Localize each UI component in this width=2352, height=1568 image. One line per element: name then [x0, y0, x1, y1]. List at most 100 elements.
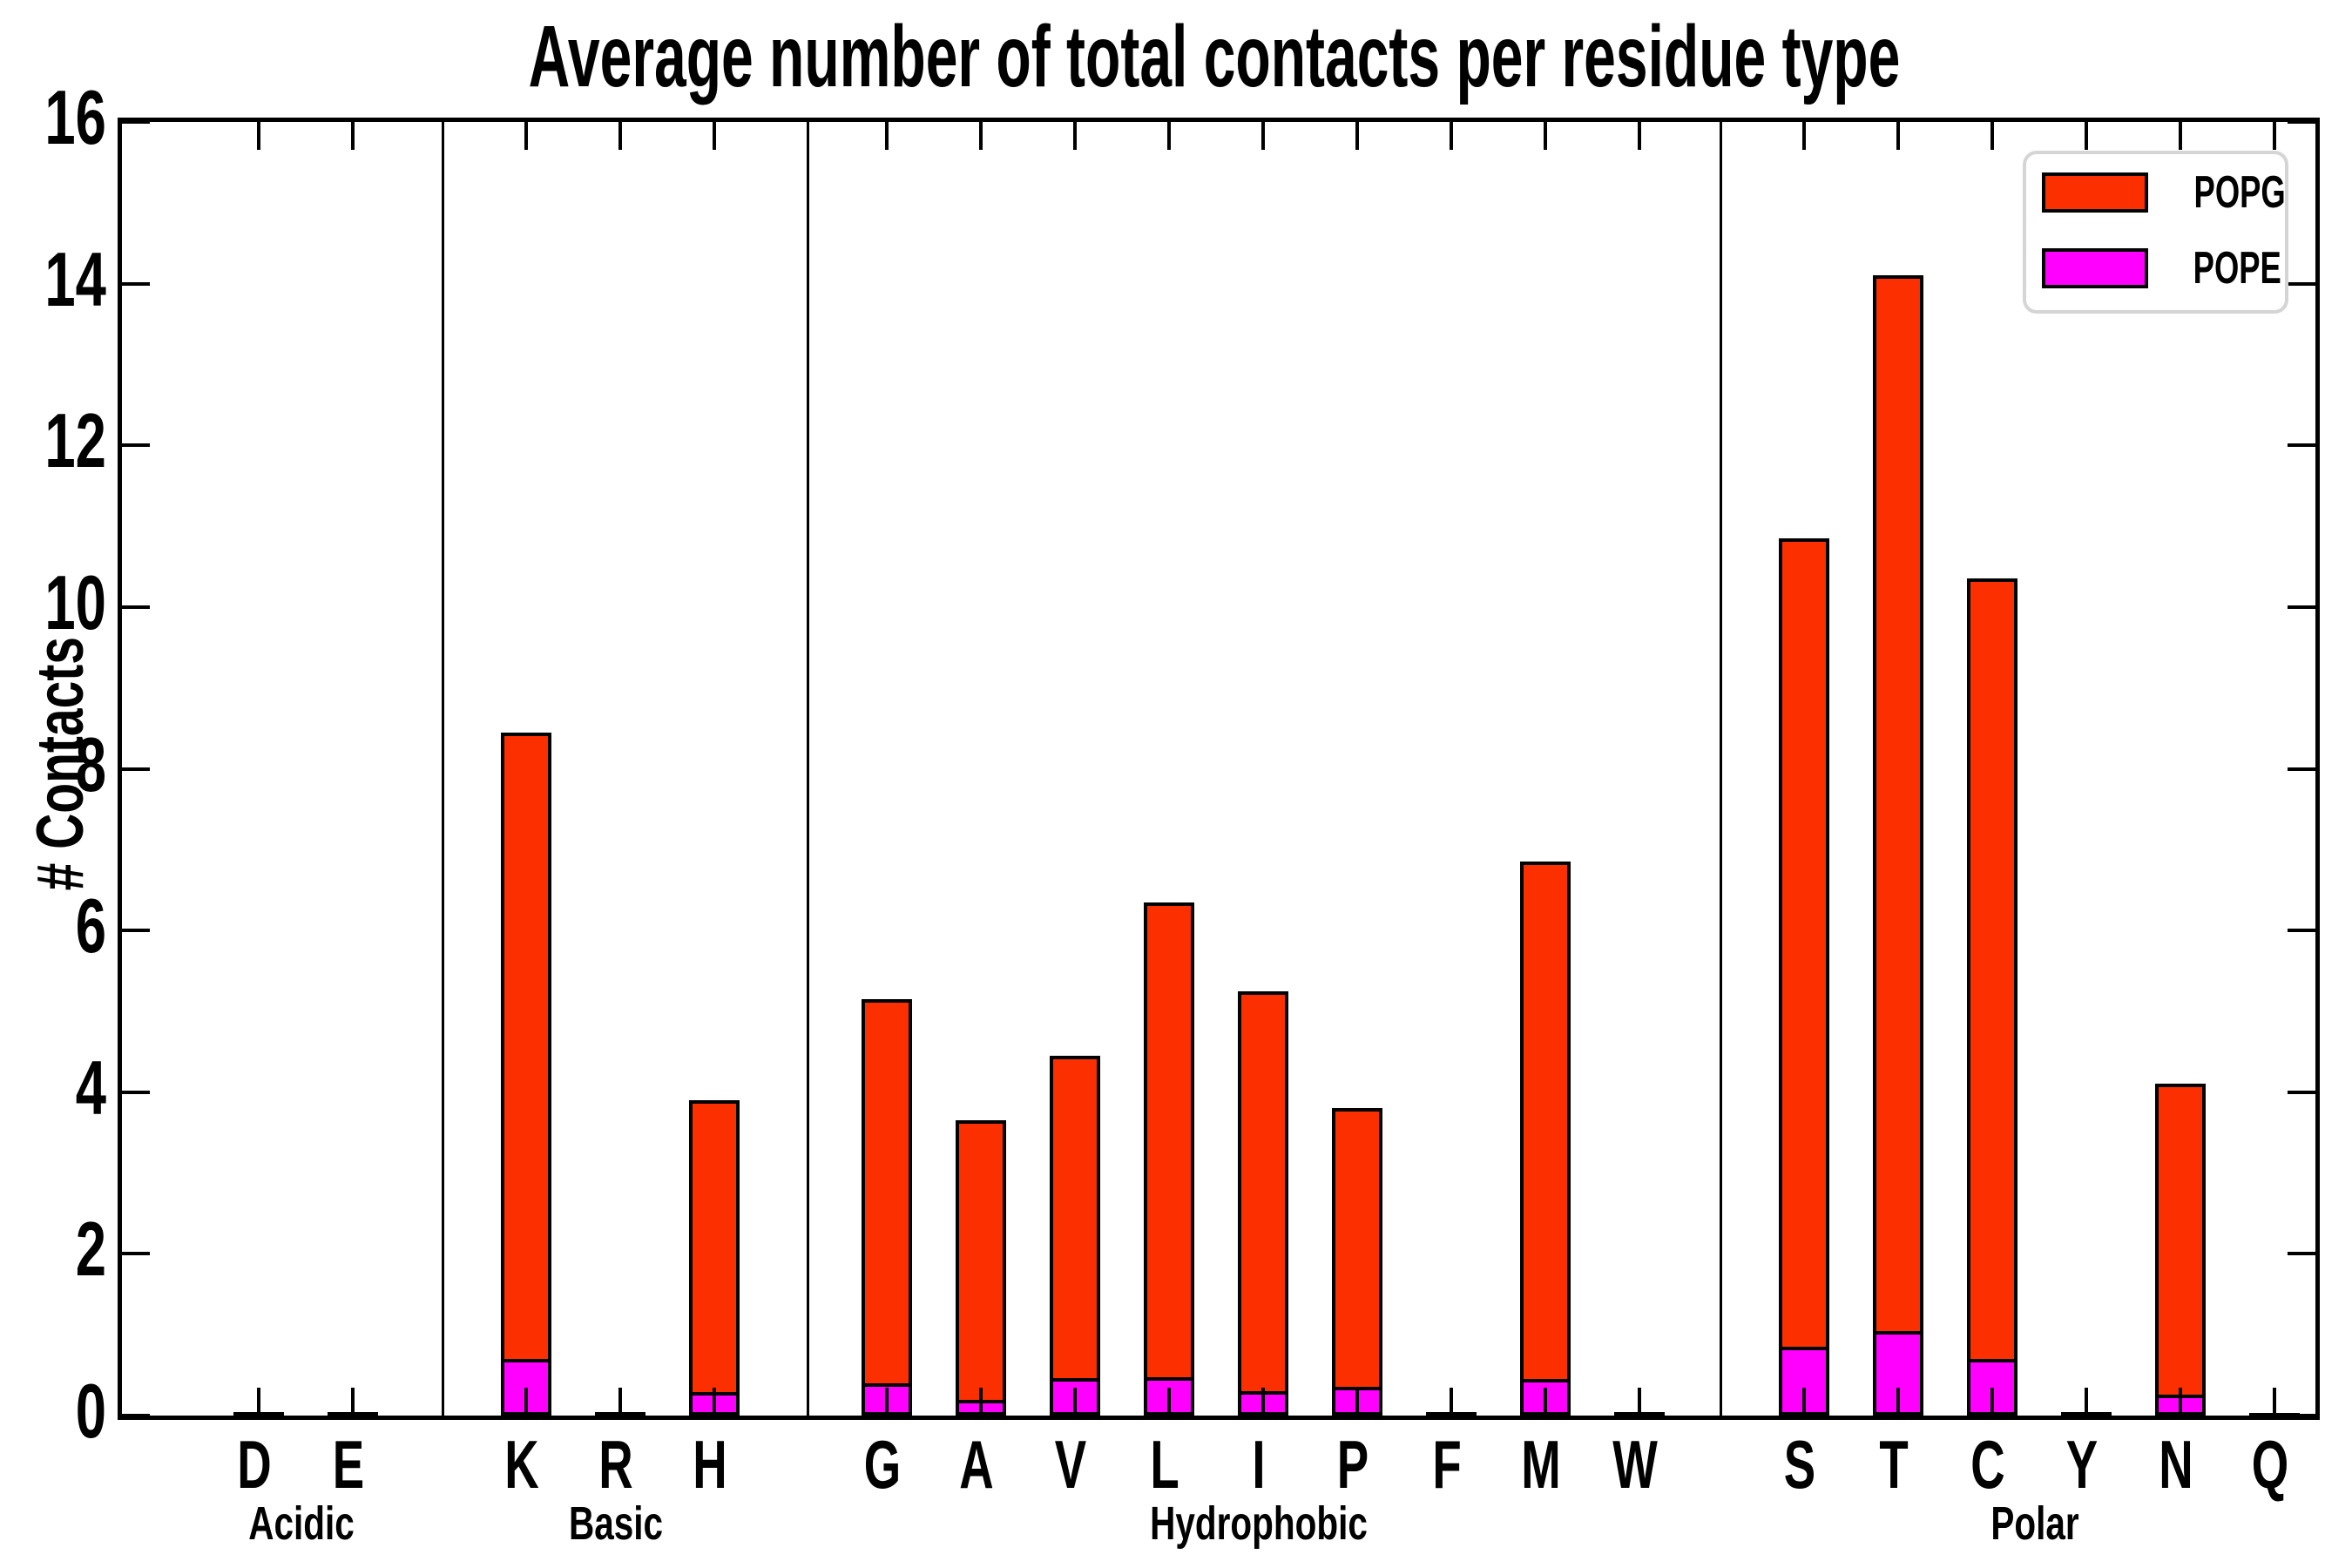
bar-C-popg-segment [1967, 578, 2017, 1362]
x-axis-tick [1896, 122, 1900, 150]
x-tick-label-G: G [863, 1426, 902, 1503]
bar-N [2155, 1084, 2206, 1416]
bar-H [689, 1100, 740, 1416]
bar-T-popg-segment [1873, 275, 1923, 1335]
plot-area [118, 118, 2320, 1420]
y-axis-tick [2288, 1091, 2315, 1094]
bar-K [501, 733, 551, 1416]
x-tick-label-D: D [237, 1426, 272, 1503]
x-tick-label-W: W [1612, 1426, 1658, 1503]
bar-V [1050, 1056, 1100, 1416]
bar-I-popg-segment [1238, 991, 1288, 1395]
x-axis-tick [1167, 122, 1171, 150]
y-axis-tick [122, 1091, 150, 1094]
x-axis-tick [2273, 122, 2276, 150]
y-axis-tick [122, 1414, 150, 1417]
bar-P [1332, 1108, 1382, 1416]
x-tick-label-C: C [1970, 1426, 2005, 1503]
bar-G [862, 999, 912, 1416]
x-axis-tick [1544, 122, 1547, 150]
x-tick-label-N: N [2159, 1426, 2193, 1503]
x-axis-tick [1544, 1388, 1547, 1416]
x-tick-label-Q: Q [2251, 1426, 2289, 1503]
bar-L [1144, 902, 1194, 1416]
x-axis-tick [1638, 1388, 1641, 1416]
x-axis-tick [1990, 122, 1994, 150]
group-label-basic: Basic [568, 1497, 664, 1550]
x-tick-label-M: M [1521, 1426, 1561, 1503]
group-label-polar: Polar [1990, 1497, 2079, 1550]
x-tick-label-P: P [1336, 1426, 1369, 1503]
y-axis-tick [2288, 605, 2315, 609]
x-axis-tick [885, 122, 889, 150]
x-tick-label-R: R [598, 1426, 633, 1503]
y-tick-label-10: 10 [44, 559, 106, 645]
bar-A-popg-segment [956, 1120, 1006, 1403]
x-axis-tick [1896, 1388, 1900, 1416]
x-tick-label-I: I [1252, 1426, 1266, 1503]
x-axis-tick [1261, 122, 1265, 150]
bar-S-popg-segment [1779, 538, 1829, 1350]
x-axis-tick [1802, 122, 1806, 150]
bar-S [1779, 538, 1829, 1416]
x-axis-tick [618, 122, 622, 150]
group-divider-line [807, 122, 809, 1416]
y-axis-tick [122, 120, 150, 124]
x-axis-tick [979, 122, 983, 150]
x-tick-label-K: K [504, 1426, 539, 1503]
x-tick-label-H: H [693, 1426, 727, 1503]
x-tick-label-S: S [1783, 1426, 1816, 1503]
y-axis-tick [2288, 443, 2315, 447]
x-tick-label-T: T [1879, 1426, 1909, 1503]
y-axis-tick [2288, 929, 2315, 932]
x-axis-tick [1802, 1388, 1806, 1416]
bar-I [1238, 991, 1288, 1416]
legend-item-popg: POPG [2042, 170, 2286, 215]
bar-A [956, 1120, 1006, 1416]
x-tick-label-V: V [1054, 1426, 1087, 1503]
y-tick-label-4: 4 [75, 1044, 106, 1131]
legend-label-popg: POPG [2193, 167, 2286, 218]
y-axis-tick [122, 282, 150, 286]
group-divider-line [442, 122, 444, 1416]
y-axis-tick [122, 1252, 150, 1255]
x-axis-tick [1355, 1388, 1359, 1416]
y-tick-label-14: 14 [44, 236, 106, 322]
x-tick-label-L: L [1150, 1426, 1179, 1503]
x-tick-label-Y: Y [2065, 1426, 2099, 1503]
x-axis-tick [257, 1388, 260, 1416]
y-axis-tick [2288, 1252, 2315, 1255]
x-axis-tick [351, 122, 355, 150]
y-tick-label-8: 8 [75, 721, 106, 808]
popg-color-swatch [2042, 172, 2148, 213]
x-axis-tick [1638, 122, 1641, 150]
bar-T [1873, 275, 1923, 1416]
x-axis-tick [2273, 1388, 2276, 1416]
x-axis-tick [524, 1388, 528, 1416]
y-axis-tick [2288, 120, 2315, 124]
x-tick-label-E: E [332, 1426, 365, 1503]
y-axis-tick [2288, 767, 2315, 771]
x-axis-tick [979, 1388, 983, 1416]
group-label-hydrophobic: Hydrophobic [1150, 1497, 1368, 1550]
x-axis-tick [1990, 1388, 1994, 1416]
y-tick-label-16: 16 [44, 74, 106, 160]
x-tick-label-A: A [959, 1426, 994, 1503]
x-axis-tick [713, 122, 716, 150]
bar-M-popg-segment [1520, 862, 1571, 1382]
x-axis-tick [1167, 1388, 1171, 1416]
x-axis-tick [618, 1388, 622, 1416]
y-axis-tick [122, 767, 150, 771]
x-axis-tick [1450, 122, 1453, 150]
group-divider-line [1720, 122, 1722, 1416]
x-axis-tick [524, 122, 528, 150]
y-axis-tick [122, 929, 150, 932]
y-axis-tick [2288, 282, 2315, 286]
x-axis-tick [2179, 122, 2182, 150]
bar-C [1967, 578, 2017, 1416]
y-axis-tick [122, 443, 150, 447]
y-axis-tick [122, 605, 150, 609]
bar-P-popg-segment [1332, 1108, 1382, 1390]
x-tick-label-F: F [1432, 1426, 1462, 1503]
